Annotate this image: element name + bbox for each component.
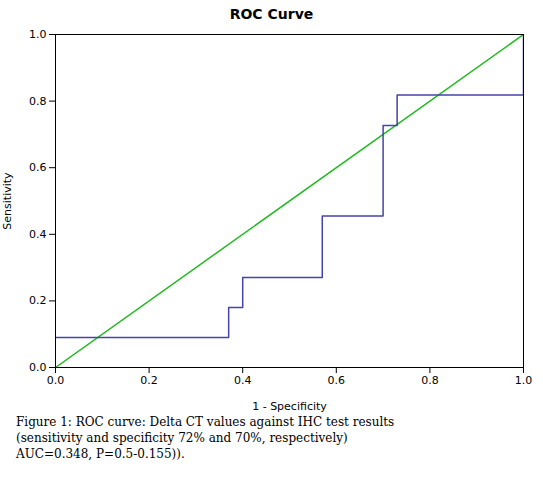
svg-text:1 - Specificity: 1 - Specificity: [252, 400, 327, 413]
svg-text:0.4: 0.4: [234, 374, 252, 387]
svg-text:1.0: 1.0: [29, 28, 47, 41]
html-text:(sensitivity and specificity 7: (sensitivity and specificity 72% and 70%…: [16, 431, 348, 445]
html-text:ROC Curve: ROC Curve: [229, 6, 314, 22]
html-text:Figure 1: ROC curve: Delta CT: Figure 1: ROC curve: Delta CT values aga…: [16, 415, 395, 429]
svg-text:0.4: 0.4: [29, 228, 47, 241]
svg-text:0.8: 0.8: [421, 374, 439, 387]
svg-text:0.6: 0.6: [29, 161, 47, 174]
svg-text:1.0: 1.0: [515, 374, 533, 387]
svg-text:0.6: 0.6: [328, 374, 346, 387]
svg-text:0.2: 0.2: [140, 374, 158, 387]
html-text:AUC=0.348, P=0.5-0.155)).: AUC=0.348, P=0.5-0.155)).: [16, 447, 185, 461]
svg-text:0.0: 0.0: [29, 361, 47, 374]
svg-text:0.0: 0.0: [47, 374, 65, 387]
svg-text:0.8: 0.8: [29, 95, 47, 108]
svg-text:Sensitivity: Sensitivity: [1, 172, 14, 230]
svg-text:0.2: 0.2: [29, 294, 47, 307]
